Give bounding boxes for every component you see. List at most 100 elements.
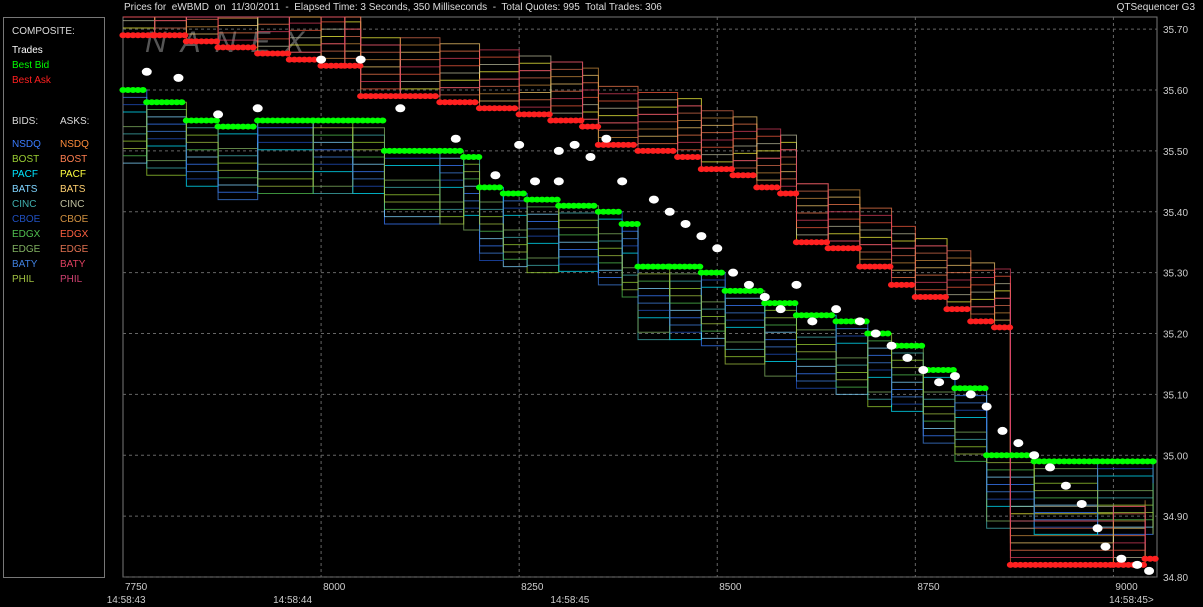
best-bid-point	[776, 300, 784, 307]
best-ask-point	[802, 239, 811, 246]
best-bid-point	[1133, 458, 1142, 465]
best-ask-point	[609, 141, 618, 148]
best-ask-point	[866, 263, 874, 270]
best-bid-point	[197, 117, 205, 124]
best-bid-point	[771, 300, 779, 307]
best-bid-point	[633, 220, 641, 227]
best-ask-point	[495, 105, 504, 112]
best-bid-point	[618, 220, 626, 227]
best-ask-point	[187, 38, 195, 45]
time-label: 14:58:43	[107, 595, 146, 606]
best-ask-point	[515, 111, 523, 118]
trades-point	[918, 366, 929, 375]
best-ask-point	[1041, 561, 1050, 568]
legend-ask-edgx: EDGX	[60, 229, 89, 240]
best-ask-point	[547, 117, 555, 124]
best-bid-point	[259, 117, 267, 124]
best-bid-point	[594, 208, 603, 215]
best-ask-point	[822, 239, 831, 246]
best-ask-point	[166, 32, 174, 39]
ask-line-cinc	[123, 16, 1146, 559]
best-ask-point	[982, 318, 990, 325]
best-ask-point	[702, 166, 711, 173]
best-bid-point	[666, 263, 674, 270]
best-bid-point	[781, 300, 789, 307]
best-ask-point	[372, 93, 380, 100]
legend-best-ask: Best Ask	[12, 75, 51, 86]
legend-bid-edge: EDGE	[12, 244, 41, 255]
best-ask-point	[753, 184, 761, 191]
best-ask-point	[1081, 561, 1090, 568]
best-bid-point	[163, 99, 171, 106]
best-bid-point	[1098, 458, 1107, 465]
best-bid-point	[410, 147, 419, 154]
best-ask-point	[892, 281, 901, 288]
trades-point	[902, 353, 913, 362]
best-ask-point	[854, 245, 862, 252]
best-bid-point	[244, 123, 252, 130]
trades-point	[1132, 560, 1143, 569]
best-ask-point	[1071, 561, 1080, 568]
x-tick-label: 8000	[323, 582, 346, 593]
best-ask-point	[792, 239, 801, 246]
best-ask-point	[987, 318, 995, 325]
best-ask-point	[310, 56, 318, 63]
best-bid-point	[691, 263, 699, 270]
best-ask-point	[619, 141, 628, 148]
best-ask-point	[362, 93, 370, 100]
best-ask-point	[466, 99, 474, 106]
best-ask-point	[341, 62, 349, 69]
best-ask-point	[953, 306, 961, 313]
best-bid-point	[681, 263, 689, 270]
legend-ask-phil: PHIL	[60, 274, 83, 285]
best-ask-point	[562, 117, 570, 124]
trades-point	[743, 280, 754, 289]
trades-point	[141, 67, 152, 76]
best-ask-point	[1151, 555, 1159, 562]
best-bid-point	[254, 117, 262, 124]
best-ask-point	[887, 281, 896, 288]
best-ask-point	[197, 38, 205, 45]
best-ask-point	[552, 117, 560, 124]
best-bid-point	[864, 330, 872, 337]
best-ask-point	[583, 123, 592, 130]
best-ask-point	[1101, 561, 1110, 568]
best-bid-point	[717, 269, 726, 276]
best-ask-point	[416, 93, 424, 100]
best-bid-point	[129, 87, 137, 94]
best-ask-point	[1005, 324, 1014, 331]
best-ask-point	[577, 117, 585, 124]
best-bid-point	[178, 99, 186, 106]
best-ask-point	[396, 93, 404, 100]
best-ask-point	[717, 166, 726, 173]
best-ask-point	[431, 93, 439, 100]
best-ask-point	[963, 306, 971, 313]
best-bid-point	[912, 342, 921, 349]
trades-point	[831, 305, 842, 314]
best-ask-point	[817, 239, 826, 246]
best-ask-point	[234, 44, 242, 51]
best-ask-point	[377, 93, 385, 100]
ask-line-edgx	[123, 16, 1146, 566]
trades-point	[316, 55, 327, 64]
best-bid-point	[187, 117, 195, 124]
best-bid-point	[229, 123, 237, 130]
plot-frame	[122, 16, 1158, 578]
trades-point	[886, 341, 897, 350]
best-ask-point	[535, 111, 543, 118]
best-bid-point	[1008, 452, 1016, 459]
best-ask-point	[911, 294, 919, 300]
best-ask-point	[1056, 561, 1065, 568]
best-bid-point	[976, 385, 984, 392]
legend-bid-cinc: CINC	[12, 199, 37, 210]
trades-point	[1060, 481, 1071, 490]
best-bid-point	[951, 385, 959, 392]
best-bid-point	[934, 367, 942, 374]
best-bid-point	[1013, 452, 1021, 459]
best-ask-point	[557, 117, 565, 124]
best-ask-point	[839, 245, 847, 252]
best-bid-point	[441, 147, 449, 154]
best-ask-point	[674, 154, 682, 160]
data-layer	[119, 16, 1159, 575]
best-bid-point	[983, 452, 991, 459]
